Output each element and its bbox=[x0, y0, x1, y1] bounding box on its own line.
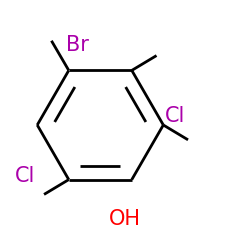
Text: Cl: Cl bbox=[164, 106, 185, 126]
Text: Cl: Cl bbox=[15, 166, 35, 186]
Text: Br: Br bbox=[66, 35, 88, 55]
Text: OH: OH bbox=[109, 209, 141, 229]
